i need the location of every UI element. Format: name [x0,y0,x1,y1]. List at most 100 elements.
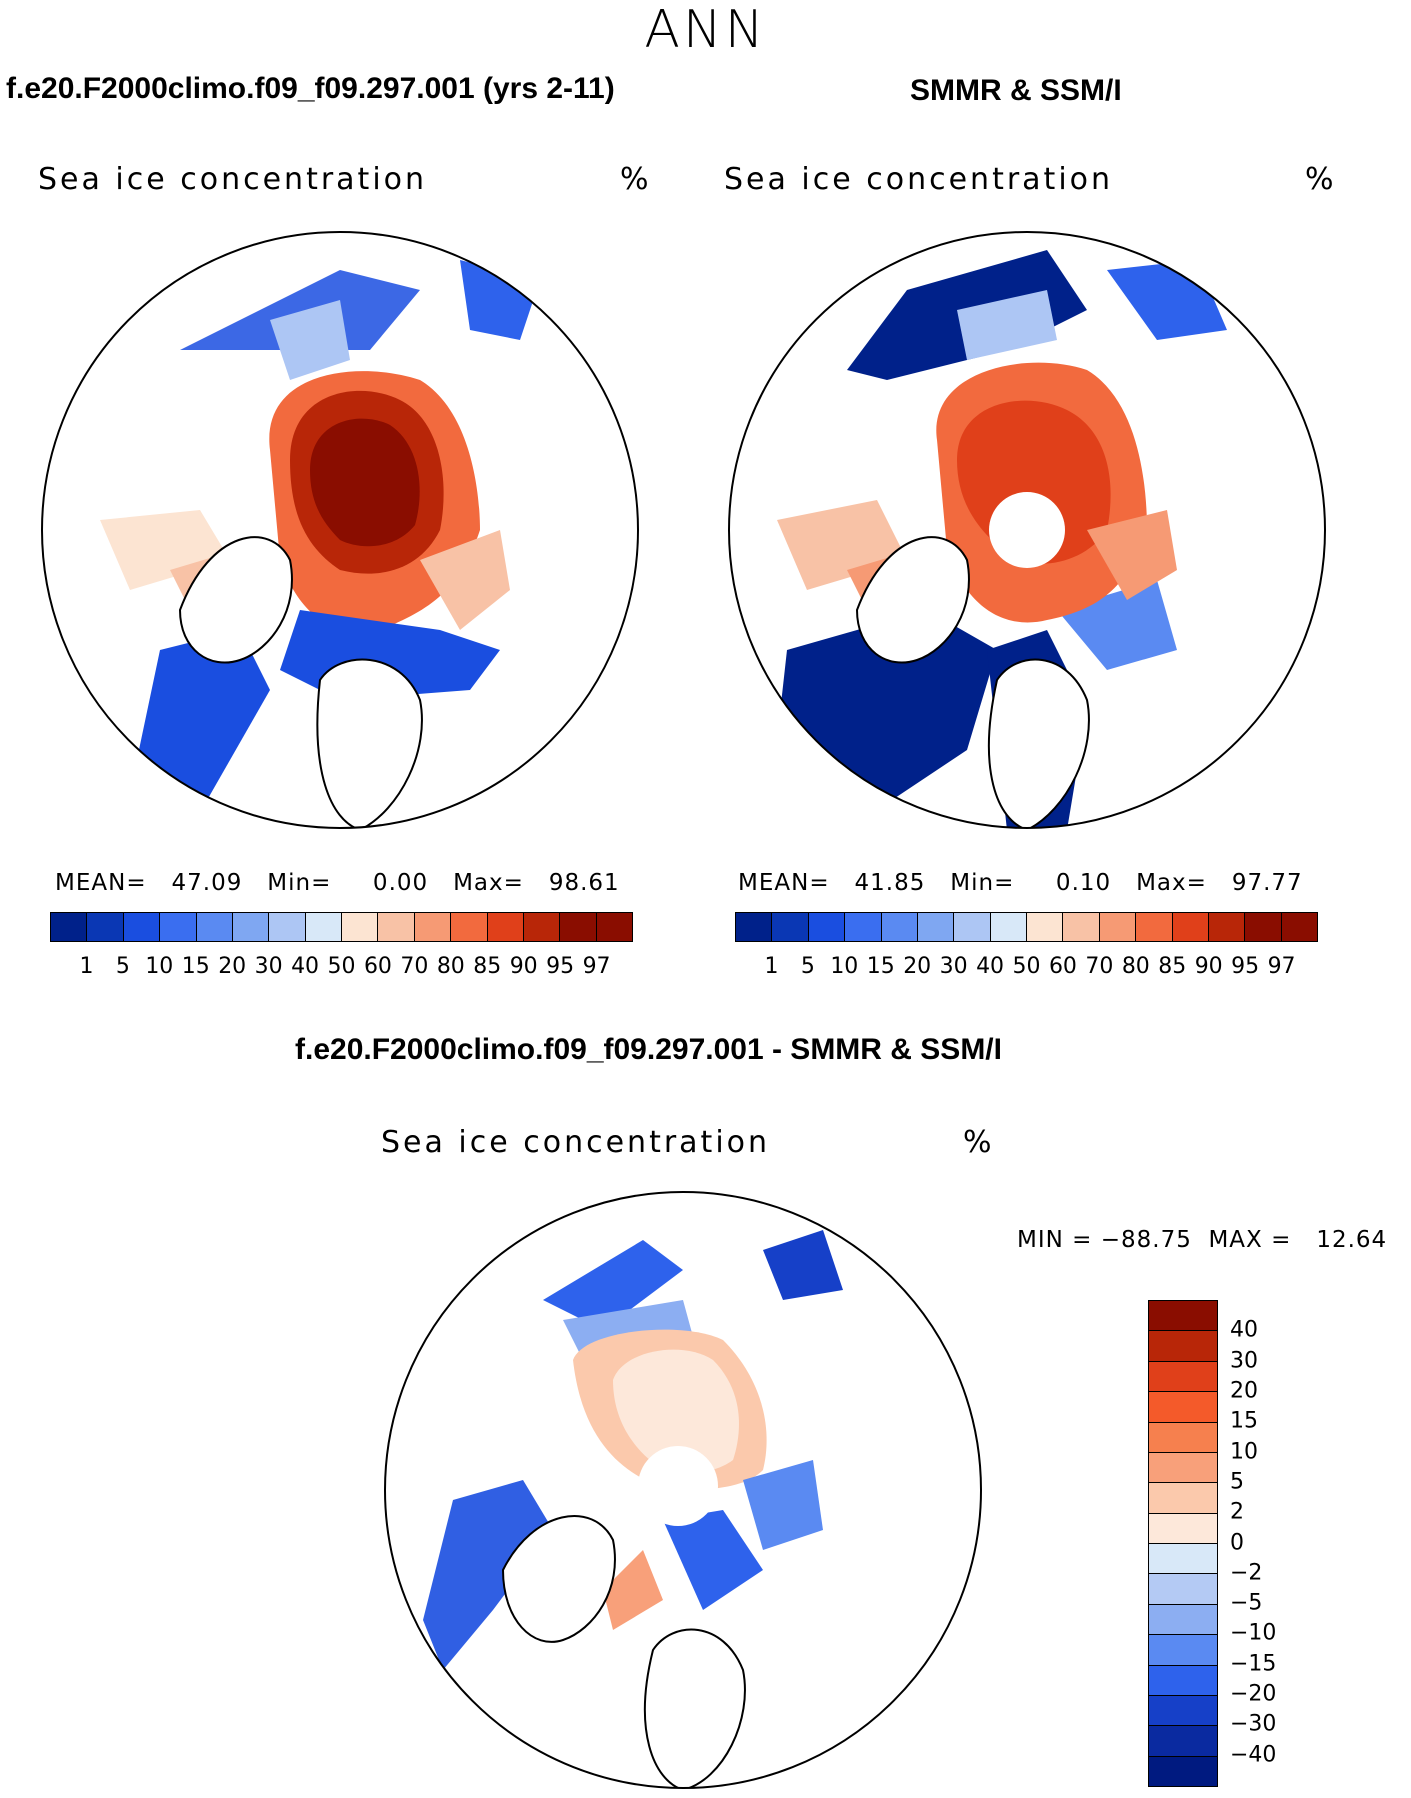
diff-colorbar-box [1149,1483,1217,1514]
obs-colorbar-box [1027,913,1064,941]
model-colorbar-tick-label: 40 [291,954,320,979]
obs-colorbar-tick-label: 97 [1267,954,1296,979]
obs-colorbar-tick-label: 5 [800,954,815,979]
diff-map [384,1191,982,1789]
obs-colorbar-tick-label: 70 [1085,954,1114,979]
diff-colorbar-tick-label: −40 [1230,1742,1277,1768]
obs-colorbar-tick-label: 80 [1121,954,1150,979]
diff-colorbar-tick-label: −15 [1230,1651,1277,1677]
model-colorbar [50,912,633,942]
model-colorbar-tick-label: 97 [582,954,611,979]
obs-colorbar-box [1063,913,1100,941]
diff-variable-label: Sea ice concentration [381,1125,771,1160]
model-colorbar-tick-label: 20 [218,954,247,979]
obs-colorbar-box [881,913,918,941]
model-colorbar-tick-label: 80 [436,954,465,979]
model-colorbar-box [451,913,488,941]
obs-colorbar-box [917,913,955,941]
model-colorbar-box [342,913,379,941]
diff-colorbar-box [1149,1452,1217,1484]
obs-colorbar-tick-label: 85 [1158,954,1187,979]
obs-units-label: % [1305,162,1337,197]
model-colorbar-box [269,913,306,941]
diff-colorbar-tick-label: −20 [1230,1681,1277,1707]
diff-colorbar-box [1149,1301,1217,1332]
model-colorbar-box [523,913,561,941]
diff-colorbar-box [1149,1513,1217,1544]
diff-colorbar-tick-label: −10 [1230,1620,1277,1646]
obs-colorbar-box [772,913,809,941]
obs-colorbar-tick-label: 15 [866,954,895,979]
diff-colorbar-tick-label: −2 [1230,1560,1263,1586]
diff-colorbar-box [1149,1665,1217,1696]
diff-colorbar-tick-label: 10 [1230,1439,1258,1465]
obs-map [728,231,1326,829]
model-colorbar-tick-label: 1 [79,954,94,979]
diff-colorbar-labels: 40 30 20 15 10 5 2 0 −2 −5 −10 −15 −20 −30 −40 [1230,1300,1310,1785]
diff-colorbar-tick-label: −30 [1230,1711,1277,1737]
model-colorbar-box [487,913,524,941]
obs-colorbar-tick-label: 95 [1231,954,1260,979]
model-colorbar-box [232,913,270,941]
obs-colorbar-box [1208,913,1246,941]
diff-colorbar-tick-label: 20 [1230,1378,1258,1404]
obs-colorbar-box [845,913,882,941]
model-panel-title: f.e20.F2000climo.f09_f09.297.001 (yrs 2-… [6,72,615,105]
model-colorbar-tick-label: 5 [115,954,130,979]
obs-colorbar-labels: 1 5 10 15 20 30 40 50 60 70 80 85 90 95 97 [735,954,1318,982]
model-colorbar-tick-label: 60 [363,954,392,979]
obs-colorbar-tick-label: 20 [903,954,932,979]
model-colorbar-box [560,913,597,941]
diff-colorbar-box [1149,1361,1217,1393]
diff-colorbar-box [1149,1422,1217,1453]
diff-minmax: MIN = −88.75 MAX = 12.64 [1017,1227,1388,1253]
model-colorbar-tick-label: 30 [254,954,283,979]
model-colorbar-tick-label: 85 [473,954,502,979]
obs-colorbar-tick-label: 50 [1012,954,1041,979]
model-colorbar-tick-label: 70 [400,954,429,979]
model-colorbar-box [196,913,233,941]
diff-units-label: % [963,1125,995,1160]
model-units-label: % [620,162,652,197]
obs-colorbar-tick-label: 90 [1194,954,1223,979]
obs-colorbar-box [808,913,846,941]
diff-colorbar-box [1149,1331,1217,1362]
model-colorbar-box [414,913,452,941]
model-colorbar-tick-label: 95 [546,954,575,979]
model-colorbar-box [87,913,124,941]
diff-colorbar-tick-label: 40 [1230,1317,1258,1343]
obs-colorbar-box [736,913,773,941]
main-title: ANN [644,0,767,60]
diff-colorbar-box [1149,1726,1217,1757]
model-colorbar-tick-label: 15 [181,954,210,979]
diff-panel-title: f.e20.F2000climo.f09_f09.297.001 - SMMR … [295,1033,1002,1066]
obs-colorbar-tick-label: 40 [976,954,1005,979]
diff-colorbar-tick-label: 0 [1230,1530,1244,1555]
diff-colorbar-tick-label: −5 [1230,1590,1263,1616]
diff-colorbar-tick-label: 15 [1230,1408,1258,1434]
model-colorbar-box [596,913,632,941]
obs-colorbar-box [1172,913,1209,941]
diff-colorbar-box [1149,1695,1217,1727]
model-colorbar-box [378,913,415,941]
diff-colorbar-tick-label: 30 [1230,1348,1258,1374]
model-variable-label: Sea ice concentration [38,162,428,197]
obs-panel-title: SMMR & SSM/I [910,74,1122,107]
model-colorbar-box [123,913,161,941]
diff-colorbar-box [1149,1635,1217,1666]
diff-colorbar-box [1149,1544,1217,1575]
obs-colorbar-box [1136,913,1173,941]
obs-colorbar-box [1281,913,1317,941]
diff-colorbar-tick-label: 5 [1230,1469,1244,1495]
model-colorbar-tick-label: 10 [145,954,174,979]
obs-colorbar-tick-label: 30 [939,954,968,979]
model-colorbar-box [51,913,88,941]
diff-colorbar-box [1149,1392,1217,1423]
model-colorbar-labels: 1 5 10 15 20 30 40 50 60 70 80 85 90 95 97 [50,954,633,982]
model-colorbar-box [305,913,342,941]
obs-colorbar-box [1099,913,1137,941]
obs-colorbar-box [954,913,991,941]
obs-colorbar [735,912,1318,942]
obs-colorbar-tick-label: 1 [764,954,779,979]
obs-colorbar-tick-label: 60 [1048,954,1077,979]
